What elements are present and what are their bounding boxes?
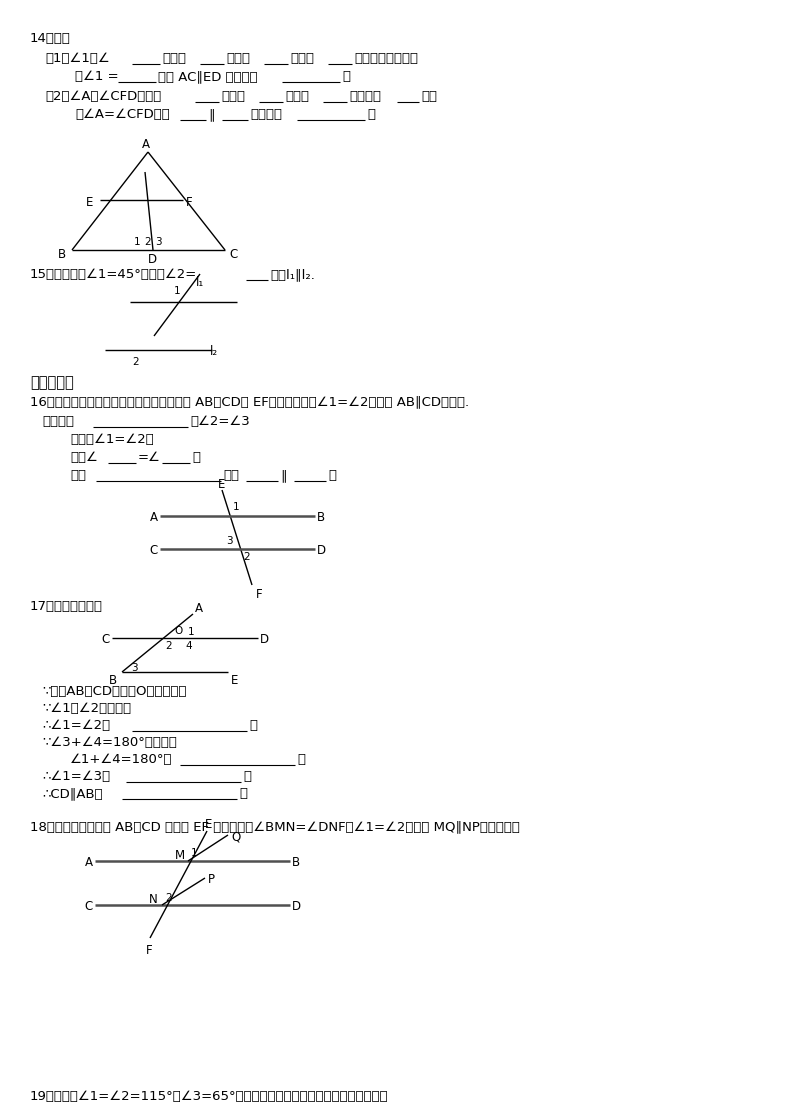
Text: =∠: =∠ bbox=[138, 451, 161, 464]
Text: C: C bbox=[102, 633, 110, 646]
Text: A: A bbox=[85, 856, 93, 869]
Text: 1: 1 bbox=[191, 848, 198, 858]
Text: ．: ． bbox=[328, 469, 336, 482]
Text: ∴CD∥AB（: ∴CD∥AB（ bbox=[42, 787, 103, 800]
Text: D: D bbox=[260, 633, 269, 646]
Text: 17、看图填理由：: 17、看图填理由： bbox=[30, 600, 103, 613]
Text: C: C bbox=[150, 544, 158, 557]
Text: （2）∠A和∠CFD是直线: （2）∠A和∠CFD是直线 bbox=[45, 90, 161, 103]
Text: 与直线: 与直线 bbox=[221, 90, 245, 103]
Text: E: E bbox=[205, 818, 213, 831]
Text: D: D bbox=[292, 900, 301, 913]
Text: 与直线: 与直线 bbox=[226, 51, 250, 65]
Text: E: E bbox=[218, 478, 225, 491]
Text: B: B bbox=[292, 856, 300, 869]
Text: 14、如图: 14、如图 bbox=[30, 32, 71, 45]
Text: 解：根据: 解：根据 bbox=[42, 415, 74, 427]
Text: 3: 3 bbox=[131, 662, 137, 673]
Text: 得∠2=∠3: 得∠2=∠3 bbox=[190, 415, 250, 427]
Text: （1）∠1和∠: （1）∠1和∠ bbox=[45, 51, 110, 65]
Text: E: E bbox=[86, 196, 93, 209]
Text: ．: ． bbox=[367, 109, 375, 121]
Text: 18、如图，已知直线 AB、CD 被直线 EF 所截，如果∠BMN=∠DNF，∠1=∠2，那么 MQ∥NP，为什么？: 18、如图，已知直线 AB、CD 被直线 EF 所截，如果∠BMN=∠DNF，∠… bbox=[30, 820, 520, 833]
Text: D: D bbox=[317, 544, 326, 557]
Text: 根据: 根据 bbox=[70, 469, 86, 482]
Text: 3: 3 bbox=[227, 536, 233, 546]
Text: C: C bbox=[85, 900, 93, 913]
Text: 被直线: 被直线 bbox=[290, 51, 314, 65]
Text: ．: ． bbox=[342, 70, 350, 83]
Text: 2: 2 bbox=[144, 237, 151, 247]
Text: A: A bbox=[142, 138, 150, 151]
Text: P: P bbox=[208, 873, 215, 886]
Text: ，: ， bbox=[192, 451, 200, 464]
Text: 得：: 得： bbox=[223, 469, 239, 482]
Text: ）: ） bbox=[249, 720, 257, 732]
Text: 所以∠: 所以∠ bbox=[70, 451, 98, 464]
Text: 19、如图，∠1=∠2=115°，∠3=65°，图中有哪些直线互相平行？试说明理由．: 19、如图，∠1=∠2=115°，∠3=65°，图中有哪些直线互相平行？试说明理… bbox=[30, 1090, 389, 1103]
Text: N: N bbox=[149, 893, 158, 906]
Text: A: A bbox=[195, 602, 203, 615]
Text: 1: 1 bbox=[188, 627, 194, 637]
Text: l₂: l₂ bbox=[210, 345, 218, 358]
Text: 1: 1 bbox=[233, 502, 240, 513]
Text: 所截成的同位角。: 所截成的同位角。 bbox=[354, 51, 418, 65]
Text: ）: ） bbox=[239, 787, 247, 800]
Text: M: M bbox=[175, 849, 185, 862]
Text: E: E bbox=[231, 674, 239, 687]
Text: l₁: l₁ bbox=[196, 276, 205, 289]
Text: 所截成的: 所截成的 bbox=[349, 90, 381, 103]
Text: ∥: ∥ bbox=[208, 109, 215, 121]
Text: 2: 2 bbox=[243, 552, 250, 562]
Text: ）: ） bbox=[297, 753, 305, 767]
Text: 15、如图，若∠1=45°，则当∠2=: 15、如图，若∠1=45°，则当∠2= bbox=[30, 267, 198, 281]
Text: ∴∠1=∠2（: ∴∠1=∠2（ bbox=[42, 720, 110, 732]
Text: B: B bbox=[109, 674, 117, 687]
Text: ∠1+∠4=180°（: ∠1+∠4=180°（ bbox=[70, 753, 172, 767]
Text: 1: 1 bbox=[134, 237, 141, 247]
Text: D: D bbox=[148, 253, 157, 266]
Text: O: O bbox=[174, 626, 182, 636]
Text: ∥: ∥ bbox=[280, 469, 287, 482]
Text: 16、根据要求完成下面的填空：如图，直线 AB，CD被 EF所截，若已知∠1=∠2，说明 AB∥CD的理由.: 16、根据要求完成下面的填空：如图，直线 AB，CD被 EF所截，若已知∠1=∠… bbox=[30, 395, 469, 408]
Text: ∵直线AB，CD相交于O，（已知）: ∵直线AB，CD相交于O，（已知） bbox=[42, 685, 186, 698]
Text: F: F bbox=[146, 944, 152, 957]
Text: 时，l₁∥l₂.: 时，l₁∥l₂. bbox=[270, 267, 315, 281]
Text: F: F bbox=[186, 196, 193, 209]
Text: 4: 4 bbox=[185, 641, 192, 651]
Text: 若∠1 =: 若∠1 = bbox=[75, 70, 118, 83]
Text: 2: 2 bbox=[132, 357, 138, 367]
Text: 1: 1 bbox=[174, 286, 181, 297]
Text: 3: 3 bbox=[155, 237, 162, 247]
Text: 三、解答题: 三、解答题 bbox=[30, 375, 73, 391]
Text: 2: 2 bbox=[165, 893, 171, 903]
Text: 。理由是: 。理由是 bbox=[250, 109, 282, 121]
Text: 被直线: 被直线 bbox=[285, 90, 309, 103]
Text: A: A bbox=[150, 511, 158, 524]
Text: 若∠A=∠CFD，则: 若∠A=∠CFD，则 bbox=[75, 109, 170, 121]
Text: F: F bbox=[256, 587, 262, 601]
Text: ，则 AC∥ED 。理由是: ，则 AC∥ED 。理由是 bbox=[158, 70, 258, 83]
Text: B: B bbox=[58, 248, 66, 261]
Text: Q: Q bbox=[231, 830, 240, 843]
Text: B: B bbox=[317, 511, 325, 524]
Text: ∵∠3+∠4=180°（已知）: ∵∠3+∠4=180°（已知） bbox=[42, 736, 177, 749]
Text: ∴∠1=∠3（: ∴∠1=∠3（ bbox=[42, 770, 110, 783]
Text: C: C bbox=[229, 248, 237, 261]
Text: 又因为∠1=∠2，: 又因为∠1=∠2， bbox=[70, 433, 154, 446]
Text: 2: 2 bbox=[165, 641, 171, 651]
Text: 是直线: 是直线 bbox=[162, 51, 186, 65]
Text: ）: ） bbox=[243, 770, 251, 783]
Text: ∵∠1与∠2是对顶角: ∵∠1与∠2是对顶角 bbox=[42, 702, 131, 715]
Text: 角。: 角。 bbox=[421, 90, 437, 103]
